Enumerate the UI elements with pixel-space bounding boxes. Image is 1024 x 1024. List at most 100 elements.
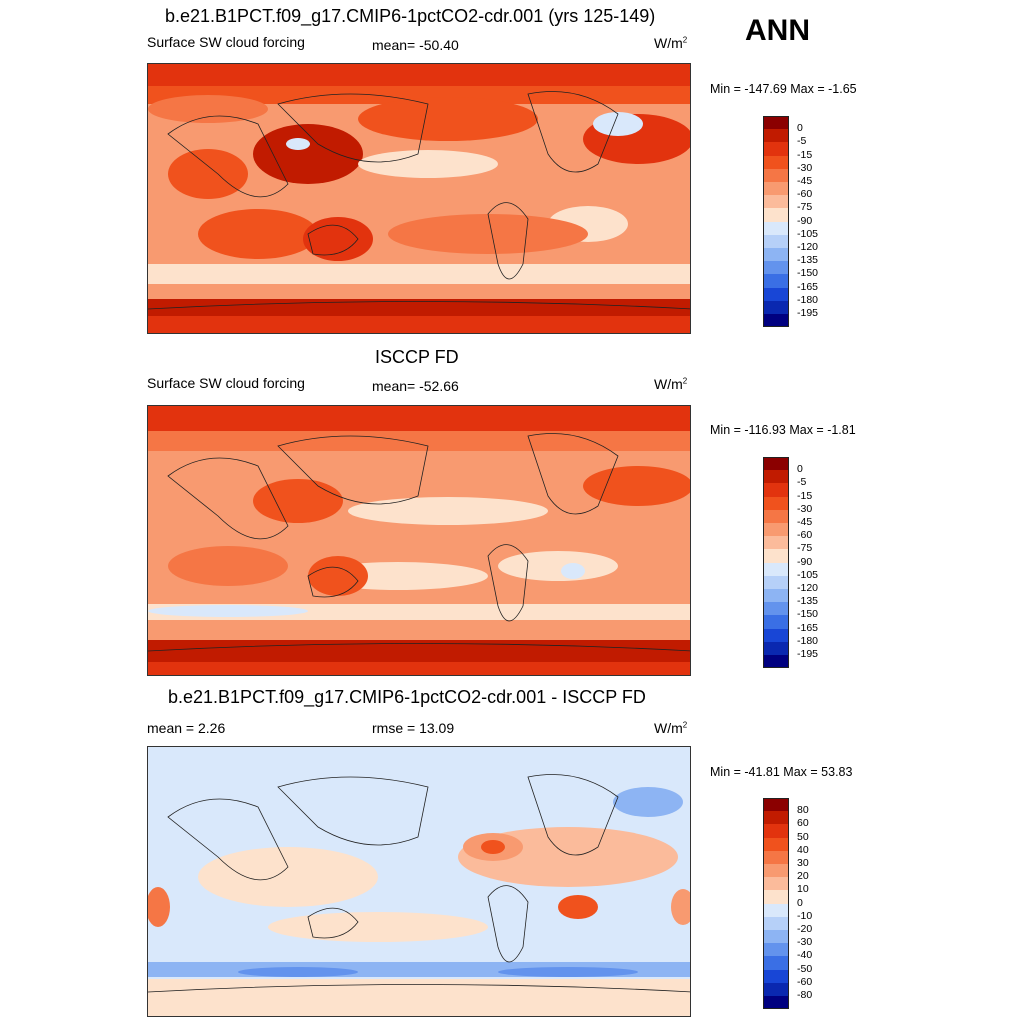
colorbar-swatch	[763, 956, 789, 970]
colorbar-label: -165	[797, 280, 819, 293]
colorbar-swatch	[763, 837, 789, 851]
panel-1-variable-label: Surface SW cloud forcing	[147, 34, 305, 50]
panel-2-title: ISCCP FD	[375, 347, 459, 367]
colorbar-swatch	[763, 234, 789, 248]
colorbar-swatch	[763, 168, 789, 182]
colorbar-label: -15	[797, 489, 813, 502]
colorbar-swatch	[763, 248, 789, 262]
colorbar-swatch	[763, 523, 789, 537]
panel-2-units: W/m2	[654, 376, 688, 392]
colorbar-label: 40	[797, 843, 809, 856]
colorbar-swatch	[763, 903, 789, 917]
colorbar-label: -135	[797, 595, 819, 608]
panel-2-map-svg	[148, 406, 690, 675]
colorbar-swatch	[763, 916, 789, 930]
colorbar-swatch	[763, 864, 789, 878]
colorbar-swatch	[763, 496, 789, 510]
panel-1-map	[147, 63, 691, 334]
colorbar-swatch	[763, 811, 789, 825]
colorbar-swatch	[763, 943, 789, 957]
colorbar-swatch	[763, 142, 789, 156]
colorbar-label: -60	[797, 529, 813, 542]
colorbar-label: -105	[797, 568, 819, 581]
panel-3-map	[147, 746, 691, 1017]
colorbar-swatch	[763, 536, 789, 550]
colorbar-label: -150	[797, 608, 819, 621]
colorbar-label: -5	[797, 476, 807, 489]
panel-3-minmax: Min = -41.81 Max = 53.83	[710, 765, 853, 779]
colorbar-swatch	[763, 483, 789, 497]
colorbar-label: -105	[797, 227, 819, 240]
colorbar-label: -10	[797, 909, 813, 922]
panel-3-map-svg	[148, 747, 690, 1016]
colorbar-label: -5	[797, 135, 807, 148]
panel-1-map-svg	[148, 64, 690, 333]
colorbar-swatch	[763, 850, 789, 864]
colorbar-label: 0	[797, 122, 803, 135]
colorbar-swatch	[763, 287, 789, 301]
panel-2-mean-label: mean= -52.66	[372, 378, 459, 394]
colorbar-label: -120	[797, 582, 819, 594]
colorbar-swatch	[763, 615, 789, 629]
panel-2-variable-label: Surface SW cloud forcing	[147, 375, 305, 391]
colorbar-label: -90	[797, 214, 813, 227]
colorbar-label: -15	[797, 148, 813, 161]
colorbar-label: -40	[797, 949, 813, 962]
colorbar-label: 0	[797, 896, 803, 909]
colorbar-swatch	[763, 890, 789, 904]
colorbar-swatch	[763, 575, 789, 589]
colorbar-swatch	[763, 274, 789, 288]
colorbar-label: 60	[797, 817, 809, 830]
colorbar-swatch	[763, 129, 789, 143]
colorbar-label: -30	[797, 936, 813, 949]
colorbar-swatch	[763, 996, 789, 1010]
colorbar-swatch	[763, 208, 789, 222]
season-label: ANN	[745, 14, 810, 47]
colorbar-swatch	[763, 589, 789, 603]
panel-1-mean-label: mean= -50.40	[372, 37, 459, 53]
colorbar-swatch	[763, 195, 789, 209]
colorbar-label: -60	[797, 975, 813, 988]
panel-2-minmax: Min = -116.93 Max = -1.81	[710, 423, 856, 437]
colorbar-label: 50	[797, 830, 809, 843]
colorbar-label: 30	[797, 857, 809, 869]
colorbar-label: 20	[797, 870, 809, 883]
colorbar-swatch	[763, 969, 789, 983]
colorbar-label: -75	[797, 201, 813, 214]
colorbar-swatch	[763, 877, 789, 891]
colorbar-label: -180	[797, 293, 819, 306]
panel-3-title: b.e21.B1PCT.f09_g17.CMIP6-1pctCO2-cdr.00…	[168, 687, 646, 707]
colorbar-label: -180	[797, 634, 819, 647]
colorbar-label: 0	[797, 463, 803, 476]
colorbar-swatch	[763, 641, 789, 655]
colorbar-label: -45	[797, 175, 813, 187]
colorbar-swatch	[763, 509, 789, 523]
panel-3-units: W/m2	[654, 720, 688, 736]
colorbar-label: -60	[797, 188, 813, 201]
colorbar-label: -45	[797, 516, 813, 528]
colorbar-swatch	[763, 824, 789, 838]
colorbar-swatch	[763, 300, 789, 314]
colorbar-swatch	[763, 155, 789, 169]
colorbar-label: -75	[797, 542, 813, 555]
colorbar-swatch	[763, 457, 789, 471]
colorbar-swatch	[763, 602, 789, 616]
panel-3-rmse-label: rmse = 13.09	[372, 720, 455, 736]
colorbar-swatch	[763, 628, 789, 642]
colorbar-label: -80	[797, 989, 813, 1001]
colorbar-label: -30	[797, 161, 813, 174]
colorbar-swatch	[763, 182, 789, 196]
colorbar-label: 80	[797, 804, 809, 817]
colorbar-swatch	[763, 116, 789, 130]
panel-3-mean-label: mean = 2.26	[147, 720, 226, 736]
panel-2-map	[147, 405, 691, 676]
colorbar-label: -50	[797, 962, 813, 975]
colorbar-swatch	[763, 221, 789, 235]
colorbar-swatch	[763, 798, 789, 812]
panel-1-title: b.e21.B1PCT.f09_g17.CMIP6-1pctCO2-cdr.00…	[165, 6, 656, 26]
colorbar-label: -30	[797, 502, 813, 515]
colorbar-swatch	[763, 549, 789, 563]
panel-1-units: W/m2	[654, 35, 688, 51]
colorbar-swatch	[763, 655, 789, 669]
colorbar-swatch	[763, 930, 789, 944]
